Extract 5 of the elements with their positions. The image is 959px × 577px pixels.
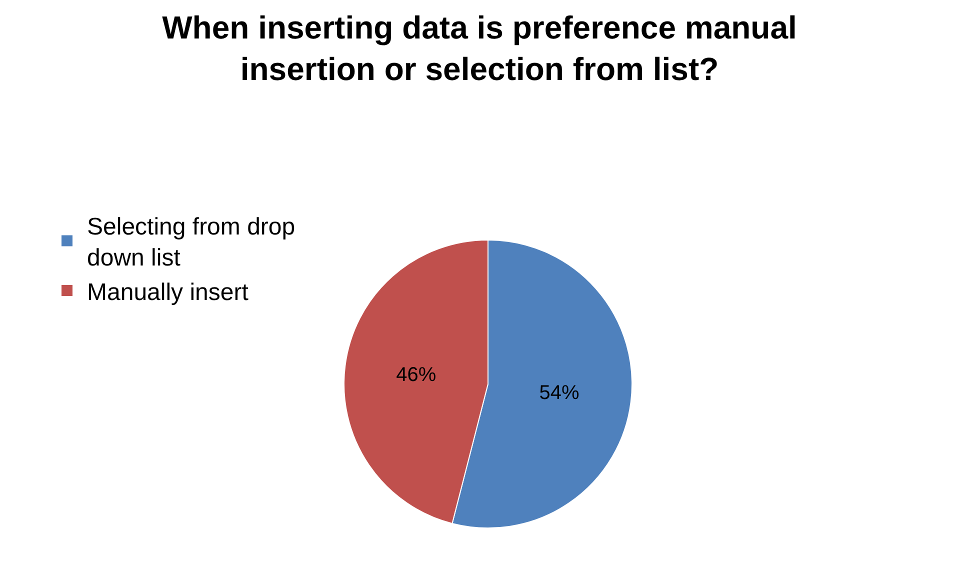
data-label: 46% (396, 364, 436, 386)
chart-title: When inserting data is preference manual insertion or selection from list? (162, 9, 797, 87)
legend-label: Manually insert (87, 278, 249, 306)
data-label: 54% (539, 382, 580, 404)
legend-label: Selecting from drop down list (87, 213, 296, 272)
